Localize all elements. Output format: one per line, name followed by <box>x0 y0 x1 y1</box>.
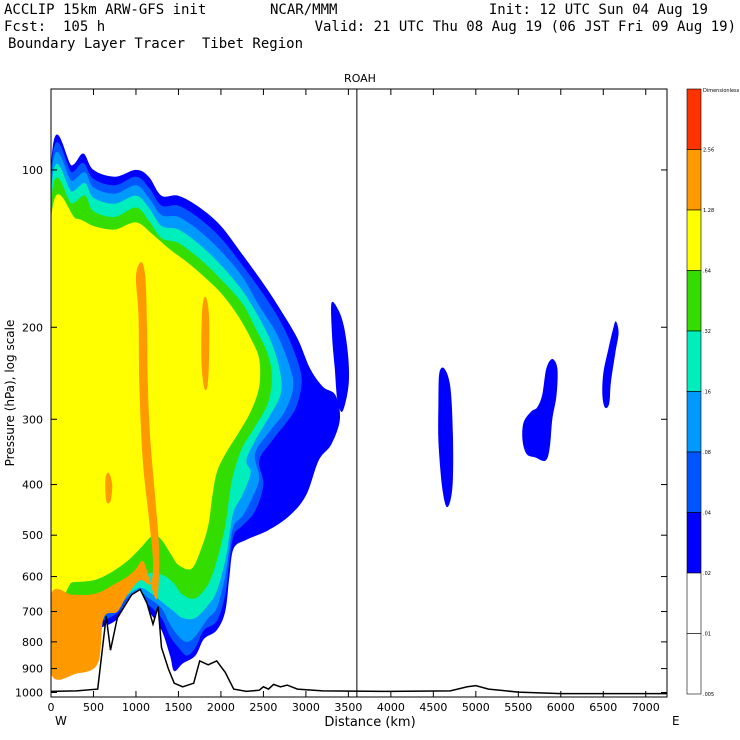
legend-swatch <box>686 149 702 211</box>
y-tick-label: 1000 <box>15 687 43 700</box>
x-tick-label: 4500 <box>419 701 447 714</box>
axes: 0 500 1000 1500 2000 2500 3000 3500 4000 4500 5000… <box>15 88 668 714</box>
legend-swatch <box>686 330 702 392</box>
forecast-hour: Fcst: 105 h <box>4 19 106 35</box>
legend-label: 1.28 <box>703 208 714 214</box>
y-tick-label: 600 <box>22 571 43 584</box>
y-axis-title: Pressure (hPa), log scale <box>3 320 17 467</box>
terrain <box>51 588 667 697</box>
tracer-contour-level-1 <box>602 321 619 409</box>
chart-title: ROAH <box>344 72 376 85</box>
plot-frame <box>50 88 668 698</box>
tracer-contour-level-7 <box>105 472 113 504</box>
legend-label: .16 <box>703 390 711 396</box>
y-tick-label: 100 <box>22 164 43 177</box>
y-tick-label: 300 <box>22 413 43 426</box>
x-tick-label: 6000 <box>547 701 575 714</box>
legend-swatch <box>686 572 702 634</box>
legend-label: .64 <box>703 269 711 275</box>
legend-label: 2.56 <box>703 148 714 154</box>
x-tick-label: 5000 <box>462 701 490 714</box>
legend-swatch <box>686 209 702 271</box>
y-tick-label: 800 <box>22 636 43 649</box>
legend-swatch <box>686 270 702 332</box>
x-tick-label: 6500 <box>589 701 617 714</box>
tracer-contour-level-1 <box>331 301 350 412</box>
y-tick-label: 200 <box>22 321 43 334</box>
x-tick-label: 3500 <box>334 701 362 714</box>
x-right-label: E <box>672 714 680 728</box>
y-tick-label: 700 <box>22 606 43 619</box>
y-tick-label: 900 <box>22 663 43 676</box>
legend-swatch <box>686 391 702 453</box>
legend-swatch <box>686 512 702 574</box>
x-tick-label: 7000 <box>632 701 660 714</box>
tracer-contour-level-1 <box>438 367 454 508</box>
legend-label: .32 <box>703 329 711 335</box>
y-tick-label: 400 <box>22 479 43 492</box>
x-tick-label: 1000 <box>122 701 150 714</box>
valid-time: Valid: 21 UTC Thu 08 Aug 19 (06 JST Fri … <box>314 19 736 35</box>
legend-swatch <box>686 633 702 695</box>
init-time: Init: 12 UTC Sun 04 Aug 19 <box>488 2 708 18</box>
legend-swatch <box>686 451 702 513</box>
x-tick-label: 5500 <box>504 701 532 714</box>
legend-label: .005 <box>703 692 714 698</box>
x-axis-title: Distance (km) <box>324 715 415 730</box>
x-tick-label: 4000 <box>377 701 405 714</box>
legend-label: .04 <box>703 511 711 517</box>
legend-label: .02 <box>703 571 711 577</box>
legend-label: .08 <box>703 450 711 456</box>
x-tick-label: 0 <box>48 701 55 714</box>
x-tick-label: 3000 <box>292 701 320 714</box>
tracer-contours <box>51 89 667 697</box>
org-label: NCAR/MMM <box>270 2 338 18</box>
terrain-line <box>51 588 667 695</box>
x-tick-label: 2500 <box>249 701 277 714</box>
legend-swatch <box>686 88 702 150</box>
model-title: ACCLIP 15km ARW-GFS init <box>4 2 207 18</box>
legend-colorbar: Dimensionless 2.56 1.28 .64 .32 .16 .08 .04 .02.… <box>686 88 740 698</box>
x-left-label: W <box>55 714 67 728</box>
tracer-contour-level-7 <box>51 262 160 680</box>
legend-label: Dimensionless <box>703 88 740 94</box>
tracer-contour-level-6 <box>51 194 261 611</box>
tracer-contour-level-1 <box>522 359 558 462</box>
y-tick-label: 500 <box>22 529 43 542</box>
x-tick-label: 500 <box>83 701 104 714</box>
terrain-fill <box>51 589 667 697</box>
tracer-contour-level-7 <box>201 296 210 391</box>
x-tick-label: 2000 <box>207 701 235 714</box>
legend-label: .01 <box>703 632 711 638</box>
product-name: Boundary Layer Tracer Tibet Region <box>8 36 304 52</box>
x-tick-label: 1500 <box>164 701 192 714</box>
